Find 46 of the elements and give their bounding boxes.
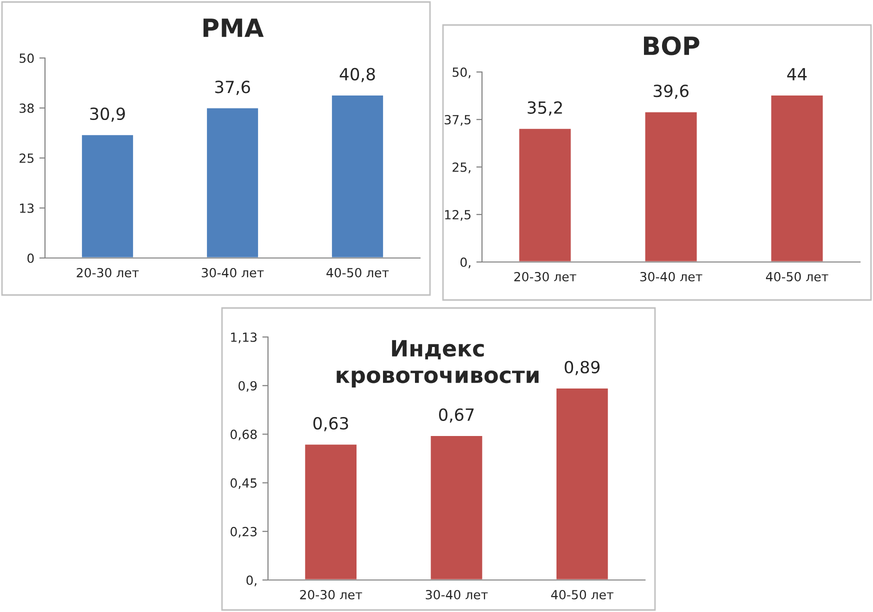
bar (555, 387, 610, 580)
y-tick-label: 13 (20, 203, 34, 213)
y-tick-label: 0,9 (238, 381, 257, 392)
bar (330, 94, 384, 258)
y-tick-label: 25 (20, 153, 34, 163)
y-tick-label: 0 (27, 253, 34, 263)
y-tick-label: 1,13 (231, 332, 257, 344)
data-label: 44 (787, 68, 807, 80)
x-tick-label: 20-30 лет (300, 590, 362, 600)
bar (644, 110, 698, 262)
x-tick-label: 40-50 лет (766, 272, 828, 282)
y-tick-label: 0,68 (230, 430, 257, 440)
y-tick-label: 12,5 (445, 210, 470, 221)
data-label: 0,67 (439, 408, 474, 423)
data-label: 35,2 (528, 101, 562, 116)
x-tick-label: 30-40 лет (202, 268, 264, 278)
bar (80, 134, 134, 258)
bar (304, 443, 358, 580)
x-tick-label: 30-40 лет (640, 272, 702, 282)
x-tick-label: 30-40 лет (426, 590, 488, 600)
y-tick-label: 0,45 (230, 478, 256, 489)
data-label: 40,8 (340, 68, 375, 82)
y-tick-label: 50 (20, 53, 34, 63)
chart-title: ВОР (644, 36, 700, 56)
data-label: 0,63 (313, 416, 348, 432)
text: Индекс кровоточивости (336, 340, 539, 388)
bar (429, 434, 484, 580)
data-label: 39,6 (654, 84, 689, 99)
data-label: 0,89 (564, 360, 600, 376)
y-tick-label: 0, (246, 575, 256, 586)
y-tick-label: 37,5 (444, 114, 470, 126)
bar (770, 94, 824, 262)
x-tick-label: 20-30 лет (76, 268, 139, 278)
x-tick-label: 20-30 лет (514, 272, 576, 282)
y-tick-label: 0, (460, 257, 470, 268)
bar (518, 128, 572, 262)
bar (206, 106, 260, 258)
x-tick-label: 40-50 лет (551, 590, 614, 600)
y-tick-label: 0,23 (230, 526, 257, 538)
y-tick-label: 38 (20, 103, 34, 113)
chart-title: РМА (204, 18, 264, 37)
y-tick-label: 25, (452, 162, 470, 174)
data-label: 30,9 (90, 107, 125, 122)
data-label: 37,6 (215, 80, 250, 95)
y-tick-label: 50, (452, 67, 470, 78)
x-tick-label: 40-50 лет (326, 268, 389, 278)
